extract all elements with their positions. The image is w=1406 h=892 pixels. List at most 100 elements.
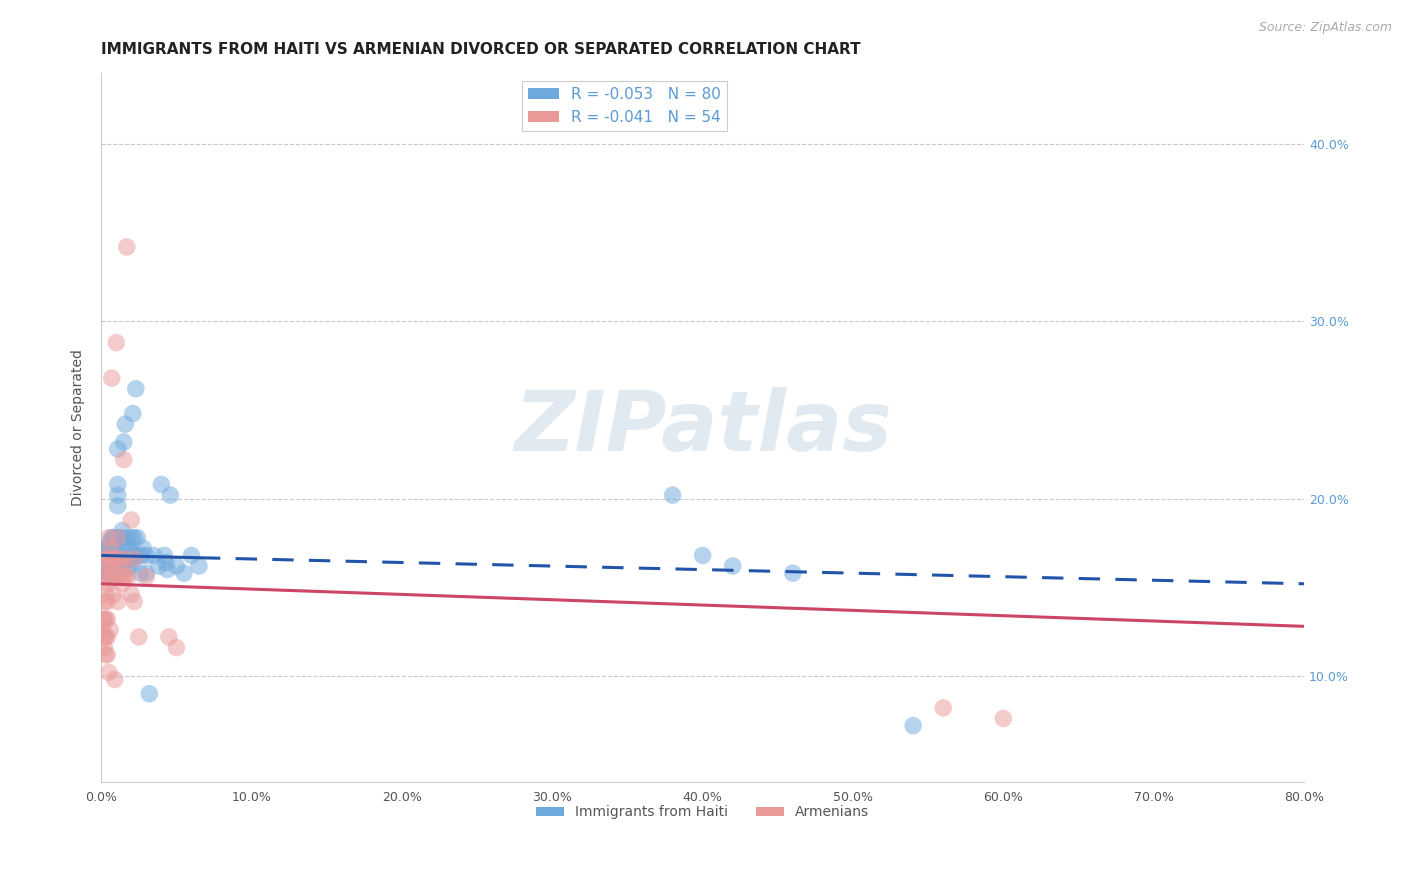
Point xyxy=(108,549,131,563)
Point xyxy=(94,630,117,644)
Point xyxy=(138,687,160,701)
Point xyxy=(111,576,134,591)
Point xyxy=(117,541,139,556)
Point xyxy=(128,549,150,563)
Point xyxy=(94,648,117,662)
Point xyxy=(105,531,128,545)
Point xyxy=(100,566,122,581)
Point xyxy=(118,541,141,556)
Point xyxy=(142,549,165,563)
Point xyxy=(94,566,117,581)
Point xyxy=(105,335,128,350)
Point xyxy=(117,570,139,584)
Point xyxy=(127,531,149,545)
Point xyxy=(118,552,141,566)
Point xyxy=(721,559,744,574)
Point xyxy=(104,566,127,581)
Point xyxy=(98,541,121,556)
Point xyxy=(124,594,146,608)
Point xyxy=(124,552,146,566)
Point xyxy=(135,566,157,581)
Point xyxy=(103,552,125,566)
Point xyxy=(173,566,195,581)
Point xyxy=(135,549,157,563)
Point xyxy=(110,559,132,574)
Point xyxy=(128,630,150,644)
Point xyxy=(103,566,125,581)
Point xyxy=(98,623,121,637)
Point xyxy=(91,623,114,637)
Point xyxy=(112,452,135,467)
Point xyxy=(94,587,117,601)
Point xyxy=(105,559,128,574)
Point xyxy=(97,531,120,545)
Point xyxy=(692,549,714,563)
Point xyxy=(108,566,131,581)
Point xyxy=(100,559,122,574)
Point xyxy=(110,531,132,545)
Point xyxy=(148,559,170,574)
Point xyxy=(96,630,118,644)
Point xyxy=(135,570,157,584)
Point xyxy=(125,382,148,396)
Point xyxy=(932,701,955,715)
Text: Source: ZipAtlas.com: Source: ZipAtlas.com xyxy=(1258,21,1392,34)
Point xyxy=(108,570,131,584)
Point xyxy=(97,541,120,556)
Point xyxy=(100,371,122,385)
Point xyxy=(91,612,114,626)
Point xyxy=(901,718,924,732)
Point xyxy=(93,541,115,556)
Point xyxy=(156,563,179,577)
Point xyxy=(94,570,117,584)
Point xyxy=(114,417,136,432)
Point xyxy=(165,640,187,655)
Point xyxy=(97,665,120,680)
Point xyxy=(124,549,146,563)
Point xyxy=(129,566,152,581)
Point xyxy=(104,552,127,566)
Point xyxy=(114,570,136,584)
Point xyxy=(93,630,115,644)
Point xyxy=(103,587,125,601)
Point xyxy=(96,648,118,662)
Point xyxy=(115,531,138,545)
Point xyxy=(96,566,118,581)
Point xyxy=(111,566,134,581)
Point xyxy=(107,531,129,545)
Point xyxy=(110,549,132,563)
Point xyxy=(98,552,121,566)
Point xyxy=(107,442,129,456)
Point xyxy=(114,552,136,566)
Point xyxy=(115,552,138,566)
Point xyxy=(180,549,202,563)
Point xyxy=(187,559,209,574)
Point xyxy=(103,552,125,566)
Point xyxy=(103,541,125,556)
Point xyxy=(91,549,114,563)
Point xyxy=(96,559,118,574)
Point xyxy=(104,673,127,687)
Point xyxy=(120,513,142,527)
Point xyxy=(150,477,173,491)
Point xyxy=(107,499,129,513)
Point xyxy=(153,549,176,563)
Point xyxy=(107,594,129,608)
Point xyxy=(104,552,127,566)
Point xyxy=(120,559,142,574)
Point xyxy=(97,552,120,566)
Point xyxy=(107,488,129,502)
Point xyxy=(100,531,122,545)
Point xyxy=(93,612,115,626)
Point xyxy=(115,240,138,254)
Point xyxy=(103,570,125,584)
Point xyxy=(96,594,118,608)
Point xyxy=(159,488,181,502)
Point xyxy=(105,552,128,566)
Legend: Immigrants from Haiti, Armenians: Immigrants from Haiti, Armenians xyxy=(530,800,875,825)
Point xyxy=(111,524,134,538)
Point xyxy=(98,559,121,574)
Point xyxy=(103,531,125,545)
Point xyxy=(155,556,177,570)
Point xyxy=(108,552,131,566)
